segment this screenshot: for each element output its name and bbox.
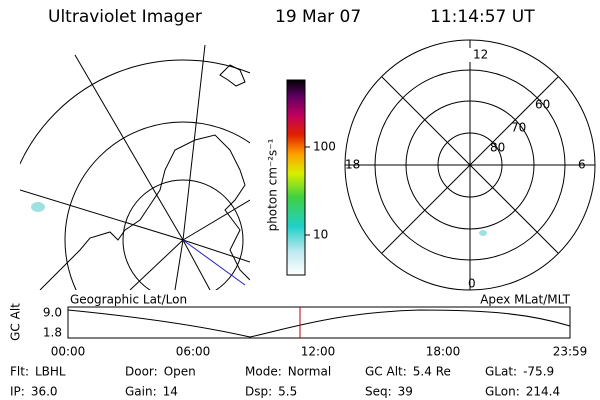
mlt-label: 12	[473, 48, 488, 62]
info-label: Gain:	[125, 385, 157, 399]
colorbar	[286, 79, 306, 276]
polar-plot: 12 18 6 0 60 70 80	[344, 39, 596, 291]
info-value: 36.0	[31, 385, 58, 399]
y-tick-label: 1.8	[43, 326, 62, 340]
x-tick-label: 00:00	[51, 345, 86, 359]
mlat-label: 70	[511, 121, 526, 135]
altitude-axis-label: GC Alt	[9, 303, 23, 341]
info-label: Seq:	[365, 385, 392, 399]
info-value: Open	[164, 365, 196, 379]
info-label: Flt:	[10, 365, 29, 379]
info-value: 39	[398, 385, 413, 399]
altitude-plot: GC Alt 9.0 1.8 00:00 06:00 12:00 18:00 2…	[9, 303, 588, 359]
mlat-label: 60	[535, 98, 550, 112]
polar-title: Apex MLat/MLT	[480, 293, 570, 307]
x-tick-label: 12:00	[301, 345, 336, 359]
info-label: Dsp:	[245, 385, 272, 399]
info-value: Normal	[288, 365, 331, 379]
info-label: GLat:	[485, 365, 517, 379]
mlt-label: 18	[345, 158, 360, 172]
colorbar-label: photon cm⁻²s⁻¹	[266, 138, 280, 231]
mlt-label: 0	[468, 277, 476, 291]
colorbar-tick-label: 100	[313, 140, 336, 154]
info-value: LBHL	[35, 365, 66, 379]
colorbar-tick-label: 10	[313, 228, 328, 242]
info-value: 5.4 Re	[413, 365, 451, 379]
x-tick-label: 23:59	[553, 345, 588, 359]
info-label: Mode:	[245, 365, 282, 379]
info-label: Door:	[125, 365, 158, 379]
info-value: -75.9	[523, 365, 554, 379]
time: 11:14:57 UT	[430, 7, 535, 27]
info-value: 5.5	[278, 385, 297, 399]
info-label: GC Alt:	[365, 365, 407, 379]
geo-map	[20, 45, 250, 290]
info-label: IP:	[10, 385, 25, 399]
instrument: Ultraviolet Imager	[48, 7, 202, 27]
info-value: 14	[163, 385, 178, 399]
y-tick-label: 9.0	[43, 306, 62, 320]
mlt-label: 6	[578, 158, 586, 172]
info-label: GLon:	[485, 385, 520, 399]
x-tick-label: 06:00	[176, 345, 211, 359]
x-tick-label: 18:00	[426, 345, 461, 359]
info-value: 214.4	[526, 385, 560, 399]
map-title: Geographic Lat/Lon	[70, 293, 187, 307]
date: 19 Mar 07	[275, 7, 361, 27]
info-panel: Flt: LBHL Door: Open Mode: Normal GC Alt: 5.4 R…	[10, 365, 560, 399]
mlat-label: 80	[490, 141, 505, 155]
